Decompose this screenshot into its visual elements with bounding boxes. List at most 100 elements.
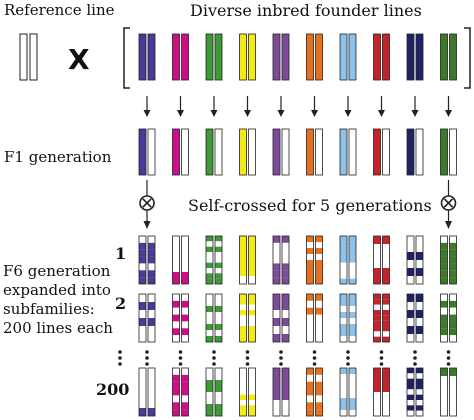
f6-row-3-line-4-chromosome-left-segment-1 <box>239 368 247 374</box>
f6-row-3-line-10-chromosome-right-segment-4 <box>449 392 457 400</box>
ellipsis-dot-col-5-1 <box>279 350 283 354</box>
f6-row-2-line-9-chromosome-right-segment-1 <box>416 294 423 302</box>
f6-row-2-line-8-chromosome-left-segment-4 <box>373 310 381 316</box>
f6-row-2-line-7-chromosome-right-segment-8 <box>349 336 356 342</box>
f6-row-1-line-7-chromosome-left-segment-5 <box>340 257 347 263</box>
f6-row-3-line-5-chromosome-left-segment-2 <box>273 376 280 384</box>
f1-8-chromosome-founder <box>373 128 381 176</box>
f6-row-1-line-7-chromosome-right-segment-3 <box>349 246 356 252</box>
f6-row-1-line-3-chromosome-left-segment-2 <box>206 241 213 247</box>
f6-row-3-line-3-chromosome-left-segment-1 <box>206 368 213 374</box>
f6-row-2-line-9-chromosome-left-segment-6 <box>407 334 414 342</box>
f6-row-3-line-6-chromosome-right-segment-7 <box>315 409 323 416</box>
f6-row-2-line-10-chromosome-right-segment-7 <box>449 335 457 342</box>
f6-row-1-line-1-chromosome-left-segment-4 <box>139 256 146 264</box>
f6-row-1-line-2-chromosome-right-segment-7 <box>181 272 189 278</box>
ellipsis-dot-col-4-2 <box>245 356 250 360</box>
f6-row-2-line-4-chromosome-right-segment-5 <box>248 315 256 321</box>
f6-row-3-line-10-chromosome-right-outline <box>449 367 457 417</box>
f6-row-3-line-2-chromosome-left-outline <box>172 367 180 417</box>
f6-row-3-line-6-chromosome-left-segment-2 <box>306 374 314 382</box>
f6-row-3-line-2-chromosome-right-segment-7 <box>181 409 189 416</box>
f6-row-2-line-7-chromosome-left-outline <box>339 293 348 343</box>
f6-row-2-line-6-chromosome-left-segment-6 <box>306 328 314 336</box>
f6-row-2-line-10-chromosome-right-segment-2 <box>449 300 457 308</box>
f6-row-1-line-1-chromosome-right-segment-6 <box>148 270 155 278</box>
f6-row-1-line-9-chromosome-right-segment-1 <box>416 236 423 244</box>
f6-row-2-line-4-chromosome-left-segment-1 <box>239 294 247 300</box>
f6-row-2-line-1-chromosome-left-segment-6 <box>139 334 146 342</box>
f6-label-line-4: 200 lines each <box>3 319 113 337</box>
f6-row-2-line-1-chromosome-right-segment-5 <box>148 326 155 334</box>
f6-row-3-line-7-chromosome-left-segment-6 <box>340 398 347 404</box>
f6-row-1-line-9-chromosome-right-segment-2 <box>416 244 423 252</box>
f6-row-1-line-5-chromosome-right-segment-4 <box>282 256 289 264</box>
f6-row-1-line-6-chromosome-right-segment-3 <box>315 248 323 254</box>
f6-row-3-line-3-chromosome-right-segment-8 <box>215 410 222 416</box>
f1-3-chromosome-reference <box>214 128 223 176</box>
f6-row-1-line-3-chromosome-left-outline <box>205 235 214 285</box>
f6-row-3-line-6-chromosome-left-segment-6 <box>306 402 314 410</box>
f6-row-3-line-4-chromosome-right-segment-8 <box>248 405 256 411</box>
ellipsis-dot-col-6-3 <box>312 362 317 366</box>
f6-row-2-line-8-chromosome-left-segment-2 <box>373 299 381 305</box>
f6-row-2-line-10-chromosome-left-segment-4 <box>440 314 448 322</box>
f6-row-3-line-7-chromosome-left-outline <box>339 367 348 417</box>
f6-row-3-line-9-chromosome-right-outline <box>415 367 424 417</box>
cross-arrow-3-head <box>210 110 218 117</box>
f6-row-3-line-4-chromosome-right-segment-4 <box>248 384 256 390</box>
f6-row-3-line-10-chromosome-left-segment-2 <box>440 376 448 384</box>
f6-row-2-line-2-chromosome-right-segment-6 <box>181 328 189 336</box>
f6-row-3-line-5-chromosome-right-segment-3 <box>282 384 289 392</box>
f6-row-3-line-9-chromosome-right-segment-2 <box>416 373 423 379</box>
ellipsis-dot-col-1-2 <box>145 356 149 360</box>
cross-arrow-2-head <box>177 110 184 117</box>
f6-row-3-line-2-chromosome-left-segment-1 <box>172 368 180 375</box>
f6-row-1-line-9-chromosome-right-outline <box>415 235 424 285</box>
f6-row-1-line-5-chromosome-left-segment-1 <box>273 236 280 243</box>
f6-row-3-line-4-chromosome-right-segment-9 <box>248 410 256 416</box>
f6-row-2-line-7-chromosome-right-segment-4 <box>349 312 356 318</box>
f6-row-2-line-4-chromosome-left-segment-6 <box>239 320 247 326</box>
ellipsis-dot-col-7-1 <box>346 350 350 354</box>
f6-row-1-line-9-chromosome-left-segment-3 <box>407 252 414 260</box>
cross-arrow-10-head <box>445 110 452 117</box>
f6-row-2-line-10-chromosome-right-outline <box>449 293 457 343</box>
f6-row-2-line-5-chromosome-left-segment-3 <box>273 310 280 318</box>
f6-row-2-line-6-chromosome-left-segment-5 <box>306 321 314 329</box>
f6-row-2-line-9-chromosome-right-segment-4 <box>416 318 423 326</box>
f6-row-3-line-7-chromosome-left-segment-4 <box>340 386 347 392</box>
f6-row-3-line-2-chromosome-right-segment-6 <box>181 402 189 410</box>
f6-row-2-line-1-chromosome-left-segment-5 <box>139 326 146 334</box>
f6-row-3-line-6-chromosome-right-segment-1 <box>315 368 323 375</box>
f6-row-1-line-6-chromosome-left-segment-5 <box>306 260 314 266</box>
founder-6-chromosome-left <box>306 33 314 81</box>
f6-row-1-line-8-chromosome-left-segment-1 <box>373 236 381 244</box>
f6-row-2-line-4-chromosome-left-segment-4 <box>239 310 247 316</box>
cross-arrow-6-head <box>311 110 318 117</box>
f6-row-3-line-4-chromosome-left-segment-9 <box>239 410 247 416</box>
f6-row-2-line-10-chromosome-right-segment-3 <box>449 307 457 315</box>
f6-row-1-line-7-chromosome-left-segment-2 <box>340 241 347 247</box>
f6-row-1-line-2-chromosome-right-segment-8 <box>181 278 189 284</box>
f6-row-2-line-8-chromosome-left-segment-5 <box>373 315 381 321</box>
f6-row-1-line-1-chromosome-right-segment-7 <box>148 277 155 284</box>
f6-row-1-line-5-chromosome-right-segment-5 <box>282 263 289 271</box>
f6-row-3-line-8-chromosome-left-segment-6 <box>373 398 381 404</box>
f6-row-1-line-7-chromosome-left-segment-6 <box>340 262 347 268</box>
f6-row-2-line-4-chromosome-right-segment-9 <box>248 336 256 342</box>
f6-row-2-line-3-chromosome-left-segment-1 <box>206 294 213 300</box>
f6-row-1-line-10-chromosome-right-segment-7 <box>449 277 457 284</box>
f6-row-1-line-10-chromosome-left-segment-6 <box>440 270 448 278</box>
ellipsis-dot-col-7-2 <box>346 356 350 360</box>
f6-row-2-line-3-chromosome-right-segment-4 <box>215 312 222 318</box>
f6-row-3-line-7-chromosome-left-segment-1 <box>340 368 347 374</box>
subfamily-row-200-label: 200 <box>96 380 130 399</box>
f6-row-1-line-8-chromosome-right-segment-4 <box>382 260 390 268</box>
f6-row-1-line-6-chromosome-left-segment-8 <box>306 278 314 284</box>
f6-row-2-line-10-chromosome-left-segment-2 <box>440 300 448 308</box>
f6-row-3-line-3-chromosome-right-segment-2 <box>215 374 222 380</box>
f6-row-3-line-7-chromosome-right-segment-1 <box>349 368 356 374</box>
f6-row-1-line-4-chromosome-right-segment-6 <box>248 276 256 284</box>
f6-row-1-line-3-chromosome-right-segment-6 <box>215 262 222 268</box>
